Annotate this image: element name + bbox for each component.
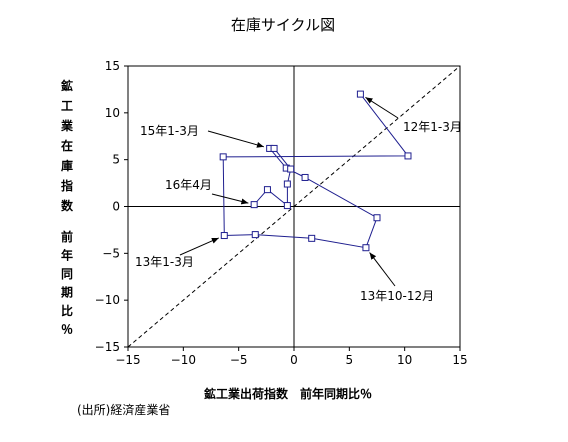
y-label-char: 比: [61, 303, 73, 318]
data-point: [356, 90, 364, 98]
y-tick-label: −15: [95, 340, 120, 354]
y-label-char: 在: [61, 138, 73, 153]
y-tick-label: −10: [95, 293, 120, 307]
y-label-char: 年: [61, 248, 73, 263]
x-tick-label: 5: [346, 353, 354, 367]
annotation-label: 16年4月: [165, 178, 212, 192]
y-label-char: 指: [61, 178, 73, 193]
annotation-arrow: [179, 237, 219, 256]
y-label-char: 前: [61, 229, 73, 244]
annotation-arrow: [211, 193, 249, 205]
y-axis-label-yoy: 前年同期比 ％: [61, 229, 73, 337]
data-point: [362, 244, 370, 252]
point-annotations: 12年1-3月 13年1-3月 13年10-12月 15年1-3月 16年4月: [135, 96, 462, 303]
y-label-char: ％: [61, 323, 73, 337]
x-tick-label: 15: [452, 353, 467, 367]
series-path-group: [222, 93, 410, 249]
annotation-label: 15年1-3月: [140, 124, 199, 138]
y-tick-label: 0: [112, 200, 120, 214]
annotation-arrow: [365, 96, 399, 119]
y-label-char: 工: [61, 99, 73, 113]
annotation-label: 12年1-3月: [403, 120, 462, 134]
data-point: [270, 144, 278, 152]
y-tick-label: 5: [112, 153, 120, 167]
data-point: [404, 152, 412, 160]
diagonal-reference-line: [127, 65, 461, 348]
data-point: [220, 232, 228, 240]
y-label-char: 数: [61, 198, 74, 213]
y-label-char: 業: [60, 118, 74, 133]
data-point: [301, 173, 309, 181]
tick-labels: −15 −10 −5 0 5 10 15 −15 −10 −5 0 5 10 15: [95, 59, 468, 367]
annotation-label: 13年10-12月: [360, 289, 434, 303]
x-tick-label: −10: [171, 353, 196, 367]
series-line: [222, 93, 410, 249]
x-axis-label: 鉱工業出荷指数 前年同期比％: [204, 386, 372, 401]
x-tick-label: 10: [397, 353, 412, 367]
data-point: [308, 234, 316, 242]
x-tick-label: −15: [115, 353, 140, 367]
y-tick-label: 15: [105, 59, 120, 73]
data-point: [373, 214, 381, 222]
annotation-arrow: [207, 130, 265, 148]
annotation-label: 13年1-3月: [135, 255, 194, 269]
y-label-char: 期: [61, 285, 73, 300]
data-point: [251, 231, 259, 239]
data-point: [250, 201, 258, 209]
chart-title: 在庫サイクル図: [231, 16, 335, 34]
y-tick-label: 10: [105, 106, 120, 120]
y-label-char: 庫: [61, 158, 73, 173]
annotation-arrow: [369, 252, 396, 287]
source-note: (出所)経済産業省: [77, 402, 170, 417]
data-point: [263, 186, 271, 194]
x-tick-label: 0: [290, 353, 298, 367]
reference-line: [127, 65, 461, 348]
data-point: [287, 165, 295, 173]
data-point: [219, 153, 227, 161]
y-label-char: 同: [61, 267, 73, 281]
data-point: [283, 202, 291, 210]
x-tick-label: −5: [230, 353, 248, 367]
y-tick-label: −5: [102, 246, 120, 260]
y-label-char: 鉱: [61, 78, 73, 93]
data-point: [283, 180, 291, 188]
data-point-markers: [219, 90, 412, 252]
